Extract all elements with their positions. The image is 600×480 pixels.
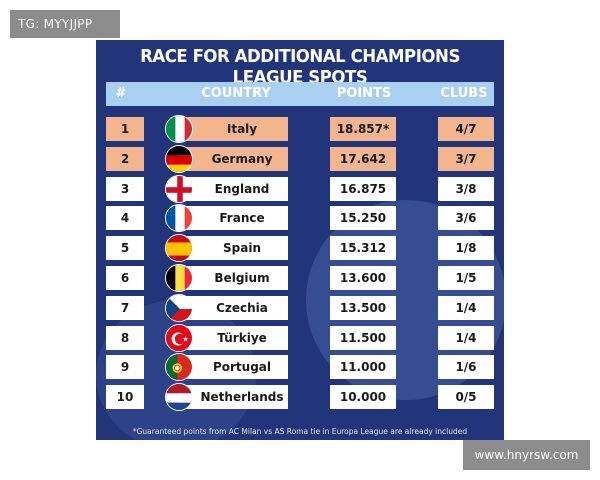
clubs-cell: 4/7 xyxy=(438,117,494,141)
belgium-flag-icon xyxy=(165,264,193,292)
country-cell: England xyxy=(178,177,288,201)
watermark-tag: TG: MYYJJPP xyxy=(10,10,120,38)
country-cell: France xyxy=(178,206,288,230)
england-flag-icon xyxy=(165,175,193,203)
france-flag-icon xyxy=(165,204,193,232)
spain-flag-icon xyxy=(165,234,193,262)
rank-cell: 7 xyxy=(106,296,144,320)
points-cell: 10.000 xyxy=(330,385,396,409)
rank-cell: 1 xyxy=(106,117,144,141)
clubs-cell: 0/5 xyxy=(438,385,494,409)
netherlands-flag-icon xyxy=(165,383,193,411)
country-cell: Belgium xyxy=(178,266,288,290)
rank-cell: 3 xyxy=(106,177,144,201)
points-cell: 17.642 xyxy=(330,147,396,171)
country-cell: Czechia xyxy=(178,296,288,320)
country-cell: Portugal xyxy=(178,355,288,379)
clubs-cell: 1/8 xyxy=(438,236,494,260)
points-cell: 18.857* xyxy=(330,117,396,141)
country-cell: Netherlands xyxy=(178,385,288,409)
rank-cell: 9 xyxy=(106,355,144,379)
clubs-cell: 3/7 xyxy=(438,147,494,171)
clubs-cell: 3/6 xyxy=(438,206,494,230)
footnote: *Guaranteed points from AC Milan vs AS R… xyxy=(132,427,468,436)
clubs-cell: 1/4 xyxy=(438,296,494,320)
points-cell: 15.250 xyxy=(330,206,396,230)
rank-cell: 5 xyxy=(106,236,144,260)
czechia-flag-icon xyxy=(165,294,193,322)
germany-flag-icon xyxy=(165,145,193,173)
country-cell: Germany xyxy=(178,147,288,171)
clubs-cell: 1/4 xyxy=(438,326,494,350)
italy-flag-icon xyxy=(165,115,193,143)
points-cell: 13.500 xyxy=(330,296,396,320)
portugal-flag-icon xyxy=(165,353,193,381)
standings-graphic: RACE FOR ADDITIONAL CHAMPIONS LEAGUE SPO… xyxy=(96,40,504,440)
header-points: POINTS xyxy=(336,86,392,101)
clubs-cell: 1/5 xyxy=(438,266,494,290)
header-rank: # xyxy=(115,86,127,101)
rank-cell: 8 xyxy=(106,326,144,350)
points-cell: 11.500 xyxy=(330,326,396,350)
points-cell: 13.600 xyxy=(330,266,396,290)
points-cell: 15.312 xyxy=(330,236,396,260)
country-cell: Italy xyxy=(178,117,288,141)
rank-cell: 10 xyxy=(106,385,144,409)
country-cell: Spain xyxy=(178,236,288,260)
header-clubs: CLUBS xyxy=(440,86,488,101)
rank-cell: 2 xyxy=(106,147,144,171)
country-cell: Türkiye xyxy=(178,326,288,350)
clubs-cell: 3/8 xyxy=(438,177,494,201)
points-cell: 11.000 xyxy=(330,355,396,379)
points-cell: 16.875 xyxy=(330,177,396,201)
rank-cell: 4 xyxy=(106,206,144,230)
clubs-cell: 1/6 xyxy=(438,355,494,379)
watermark-site: www.hnyrsw.com xyxy=(463,440,590,470)
header-country: COUNTRY xyxy=(201,86,271,101)
table-header: # COUNTRY POINTS CLUBS xyxy=(106,82,494,106)
turkiye-flag-icon xyxy=(165,324,193,352)
rank-cell: 6 xyxy=(106,266,144,290)
